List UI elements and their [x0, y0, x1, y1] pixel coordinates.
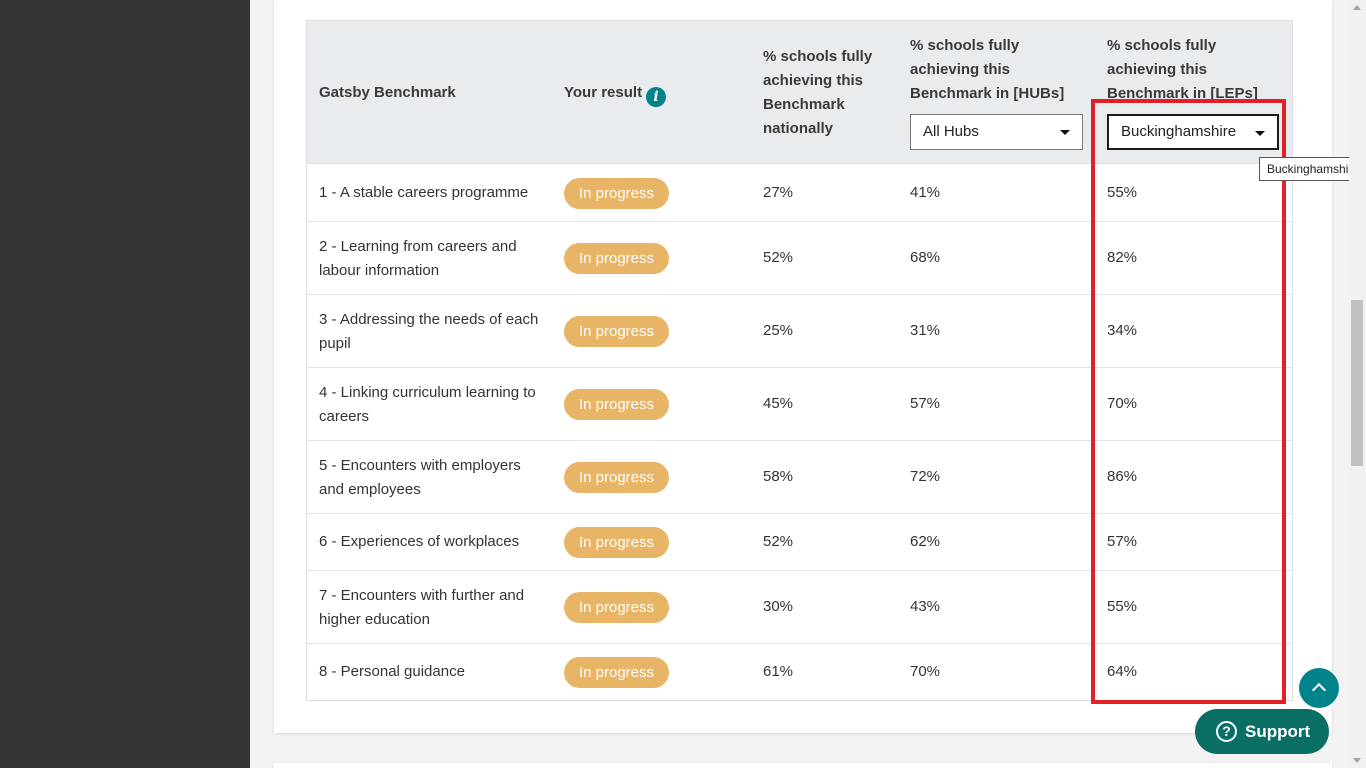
national-value: 25% [763, 322, 794, 339]
table-header: Gatsby Benchmark Your result i % schools … [307, 21, 1292, 164]
select-tooltip: Buckinghamshire [1259, 157, 1366, 181]
status-badge: In progress [564, 592, 669, 623]
table-row: 8 - Personal guidance In progress 61% 70… [307, 644, 1292, 700]
info-icon[interactable]: i [646, 87, 667, 107]
header-your-result: Your result i [564, 81, 667, 107]
hubs-select-value: All Hubs [923, 123, 979, 140]
hubs-select[interactable]: All Hubs [910, 114, 1083, 150]
header-gatsby-benchmark: Gatsby Benchmark [319, 84, 456, 101]
table-row: 7 - Encounters with further and higher e… [307, 571, 1292, 644]
national-value: 27% [763, 184, 794, 201]
status-badge: In progress [564, 657, 669, 688]
status-badge: In progress [564, 462, 669, 493]
header-national: % schools fully achieving this Benchmark… [763, 48, 873, 137]
header-your-result-label: Your result [564, 84, 643, 101]
benchmark-name: 4 - Linking curriculum learning to caree… [319, 384, 536, 425]
leps-value: 57% [1107, 533, 1138, 550]
scroll-down-arrow-icon[interactable] [1353, 758, 1361, 763]
support-button[interactable]: ? Support [1195, 709, 1329, 754]
benchmark-name: 1 - A stable careers programme [319, 184, 529, 201]
chevron-up-icon [1311, 682, 1327, 698]
benchmark-name: 3 - Addressing the needs of each pupil [319, 311, 539, 352]
scroll-thumb[interactable] [1351, 300, 1363, 466]
status-badge: In progress [564, 243, 669, 274]
status-badge: In progress [564, 178, 669, 209]
leps-value: 82% [1107, 249, 1138, 266]
header-leps: % schools fully achieving this Benchmark… [1107, 37, 1258, 102]
benchmark-name: 8 - Personal guidance [319, 663, 465, 680]
benchmark-table: Gatsby Benchmark Your result i % schools … [306, 20, 1293, 701]
leps-value: 64% [1107, 663, 1138, 680]
hubs-value: 41% [910, 184, 941, 201]
leps-value: 55% [1107, 184, 1138, 201]
hubs-value: 72% [910, 468, 941, 485]
header-hubs: % schools fully achieving this Benchmark… [910, 37, 1065, 102]
support-label: Support [1245, 722, 1311, 741]
table-row: 5 - Encounters with employers and employ… [307, 441, 1292, 514]
benchmark-name: 5 - Encounters with employers and employ… [319, 457, 521, 498]
highlight-box [1091, 99, 1286, 704]
status-badge: In progress [564, 316, 669, 347]
table-row: 6 - Experiences of workplaces In progres… [307, 514, 1292, 571]
leps-select[interactable]: Buckinghamshire [1107, 114, 1279, 150]
chevron-down-icon [1255, 131, 1265, 136]
hubs-value: 70% [910, 663, 941, 680]
table-row: 4 - Linking curriculum learning to caree… [307, 368, 1292, 441]
leps-select-value: Buckinghamshire [1121, 123, 1237, 140]
question-icon: ? [1216, 721, 1237, 742]
status-badge: In progress [564, 389, 669, 420]
page-scrollbar[interactable] [1349, 0, 1366, 768]
national-value: 45% [763, 395, 794, 412]
next-card [274, 763, 1332, 768]
scroll-up-arrow-icon[interactable] [1353, 5, 1361, 10]
status-badge: In progress [564, 527, 669, 558]
hubs-value: 43% [910, 598, 941, 615]
table-row: 1 - A stable careers programme In progre… [307, 164, 1292, 222]
benchmark-name: 7 - Encounters with further and higher e… [319, 587, 525, 628]
table-row: 2 - Learning from careers and labour inf… [307, 222, 1292, 295]
leps-value: 55% [1107, 598, 1138, 615]
national-value: 52% [763, 249, 794, 266]
benchmark-name: 6 - Experiences of workplaces [319, 533, 520, 550]
national-value: 61% [763, 663, 794, 680]
hubs-value: 62% [910, 533, 941, 550]
national-value: 58% [763, 468, 794, 485]
leps-value: 70% [1107, 395, 1138, 412]
leps-value: 86% [1107, 468, 1138, 485]
leps-value: 34% [1107, 322, 1138, 339]
hubs-value: 68% [910, 249, 941, 266]
hubs-value: 31% [910, 322, 941, 339]
chevron-down-icon [1060, 130, 1070, 135]
back-to-top-button[interactable] [1299, 668, 1339, 708]
national-value: 52% [763, 533, 794, 550]
benchmark-name: 2 - Learning from careers and labour inf… [319, 238, 517, 279]
hubs-value: 57% [910, 395, 941, 412]
table-row: 3 - Addressing the needs of each pupil I… [307, 295, 1292, 368]
national-value: 30% [763, 598, 794, 615]
left-panel [0, 0, 250, 768]
